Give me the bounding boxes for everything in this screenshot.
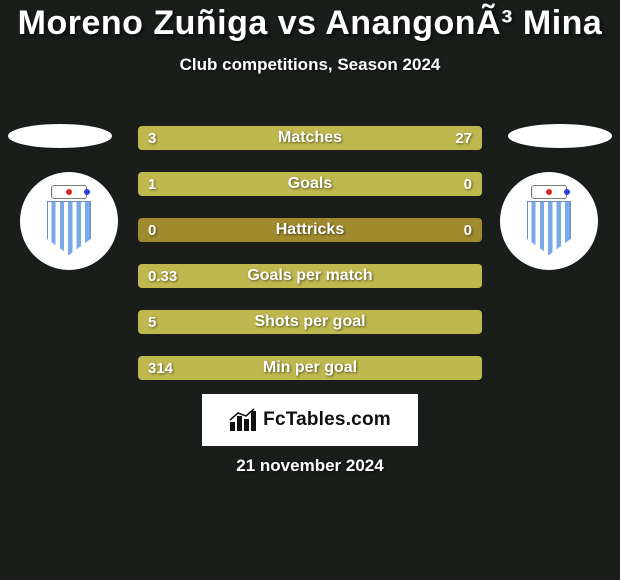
stat-label: Min per goal <box>138 356 482 380</box>
club-crest-icon <box>41 185 97 257</box>
fctables-logo: FcTables.com <box>202 394 418 446</box>
bar-chart-icon <box>229 408 257 432</box>
logo-text: FcTables.com <box>263 409 391 431</box>
stat-bar: 10Goals <box>138 172 482 196</box>
stat-label: Matches <box>138 126 482 150</box>
stat-bar: 314Min per goal <box>138 356 482 380</box>
stat-label: Goals <box>138 172 482 196</box>
subtitle: Club competitions, Season 2024 <box>0 55 620 75</box>
left-kit-ellipse <box>8 124 112 148</box>
club-crest-icon <box>521 185 577 257</box>
stat-bars: 327Matches 10Goals 00Hattricks 0.33Goals pe… <box>138 126 482 402</box>
stat-label: Shots per goal <box>138 310 482 334</box>
right-kit-ellipse <box>508 124 612 148</box>
stat-bar: 5Shots per goal <box>138 310 482 334</box>
stat-bar: 0.33Goals per match <box>138 264 482 288</box>
comparison-card: Moreno Zuñiga vs AnangonÃ³ Mina Club com… <box>0 0 620 580</box>
stat-label: Goals per match <box>138 264 482 288</box>
left-club-badge <box>20 172 118 270</box>
stat-bar: 00Hattricks <box>138 218 482 242</box>
stat-label: Hattricks <box>138 218 482 242</box>
right-club-badge <box>500 172 598 270</box>
date-line: 21 november 2024 <box>0 456 620 476</box>
page-title: Moreno Zuñiga vs AnangonÃ³ Mina <box>0 0 620 43</box>
stat-bar: 327Matches <box>138 126 482 150</box>
